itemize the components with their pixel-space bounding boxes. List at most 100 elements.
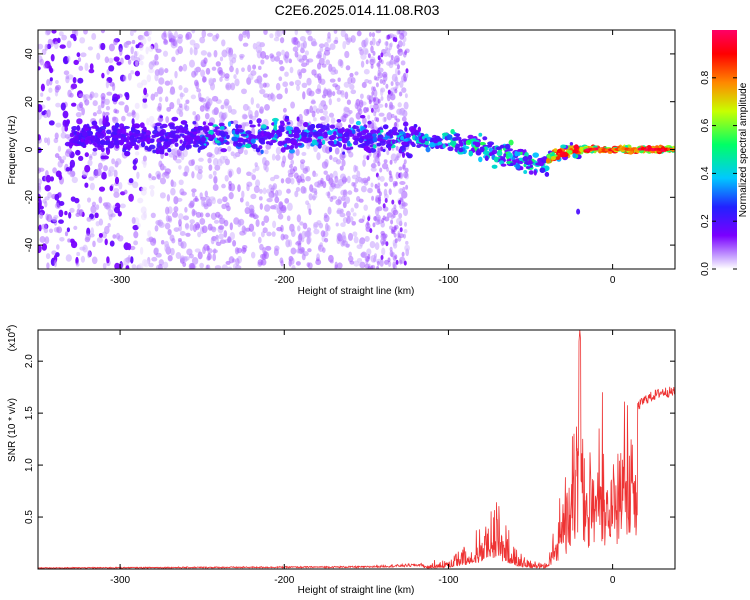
heatmap-cell (362, 117, 367, 125)
heatmap-cell (190, 94, 197, 100)
heatmap-cell (262, 156, 267, 166)
heatmap-cell (94, 138, 100, 143)
heatmap-cell (306, 262, 311, 268)
heatmap-cell (84, 98, 90, 106)
heatmap-cell (284, 71, 289, 77)
heatmap-cell (232, 120, 239, 125)
heatmap-cell (528, 170, 534, 175)
heatmap-cell (241, 190, 245, 199)
heatmap-cell (207, 98, 213, 107)
heatmap-cell (38, 147, 42, 154)
heatmap-cell (346, 99, 352, 105)
heatmap-cell (139, 34, 145, 40)
heatmap-cell (346, 210, 351, 218)
heatmap-cell (171, 138, 176, 144)
heatmap-cell (532, 152, 539, 158)
heatmap-cell (237, 219, 242, 228)
heatmap-cell (111, 97, 119, 102)
heatmap-cell (405, 184, 409, 190)
heatmap-cell (270, 139, 277, 143)
heatmap-cell (126, 144, 133, 149)
heatmap-cell (213, 49, 218, 58)
heatmap-cell (258, 196, 263, 201)
heatmap-cell (239, 53, 245, 59)
heatmap-cell (276, 51, 282, 57)
heatmap-cell (220, 132, 227, 138)
heatmap-cell (104, 56, 109, 64)
heatmap-cell (370, 167, 377, 172)
heatmap-cell (113, 38, 118, 46)
heatmap-cell (379, 58, 382, 63)
heatmap-cell (249, 172, 254, 177)
heatmap-cell (127, 73, 132, 81)
heatmap-cell (396, 57, 400, 63)
heatmap-cell (302, 222, 308, 230)
heatmap-cell (105, 129, 112, 135)
heatmap-cell (250, 193, 257, 200)
heatmap-cell (281, 49, 285, 56)
heatmap-cell (200, 50, 208, 56)
heatmap-cell (516, 151, 521, 156)
heatmap-cell (296, 116, 300, 122)
heatmap-cell (542, 156, 548, 161)
heatmap-cell (204, 127, 210, 131)
heatmap-cell (374, 242, 380, 251)
x-tick-label: 0 (610, 575, 616, 586)
heatmap-cell (347, 190, 353, 195)
heatmap-cell (373, 216, 377, 222)
heatmap-cell (296, 84, 300, 91)
heatmap-cell (188, 59, 196, 68)
heatmap-cell (158, 150, 165, 155)
heatmap-cell (44, 30, 51, 36)
heatmap-cell (271, 129, 276, 135)
heatmap-cell (391, 199, 395, 205)
heatmap-cell (358, 46, 363, 52)
heatmap-cell (146, 74, 151, 83)
heatmap-cell (504, 143, 511, 150)
heatmap-cell (371, 133, 377, 138)
heatmap-cell (57, 156, 62, 161)
heatmap-cell (108, 43, 115, 52)
heatmap-cell (166, 106, 172, 112)
heatmap-cell (301, 82, 308, 89)
heatmap-cell (175, 158, 182, 164)
heatmap-cell (114, 57, 119, 62)
heatmap-cell (567, 149, 573, 154)
colorbar-label: Normalized spectral amplitude (738, 82, 749, 217)
heatmap-cell (68, 212, 72, 219)
heatmap-cell (288, 164, 294, 169)
heatmap-cell (398, 166, 403, 171)
snr-y-scale-exponent: 4 (6, 328, 13, 332)
heatmap-cell (337, 77, 341, 82)
heatmap-cell (102, 262, 107, 269)
heatmap-cell (124, 54, 131, 61)
heatmap-cell (147, 230, 152, 238)
heatmap-cell (182, 63, 188, 72)
heatmap-cell (137, 197, 144, 204)
heatmap-cell (307, 248, 312, 253)
heatmap-cell (240, 122, 246, 129)
heatmap-cell (263, 215, 270, 224)
heatmap-cell (98, 186, 106, 192)
heatmap-cell (154, 225, 159, 232)
heatmap-cell (362, 154, 368, 160)
heatmap-cell (262, 227, 268, 234)
heatmap-cell (252, 42, 257, 50)
heatmap-cell (254, 110, 259, 118)
spectrogram-heatmap (38, 30, 675, 269)
heatmap-cell (153, 91, 159, 97)
heatmap-cell (193, 197, 200, 202)
heatmap-cell (51, 30, 57, 34)
heatmap-cell (170, 187, 176, 196)
heatmap-cell (96, 52, 101, 60)
heatmap-cell (356, 170, 361, 179)
heatmap-cell (294, 30, 299, 36)
heatmap-cell (75, 111, 82, 118)
heatmap-cell (66, 227, 71, 233)
heatmap-cell (394, 88, 398, 94)
heatmap-cell (317, 143, 322, 149)
heatmap-cell (405, 132, 410, 138)
heatmap-cell (235, 130, 240, 135)
heatmap-cell (38, 224, 42, 232)
